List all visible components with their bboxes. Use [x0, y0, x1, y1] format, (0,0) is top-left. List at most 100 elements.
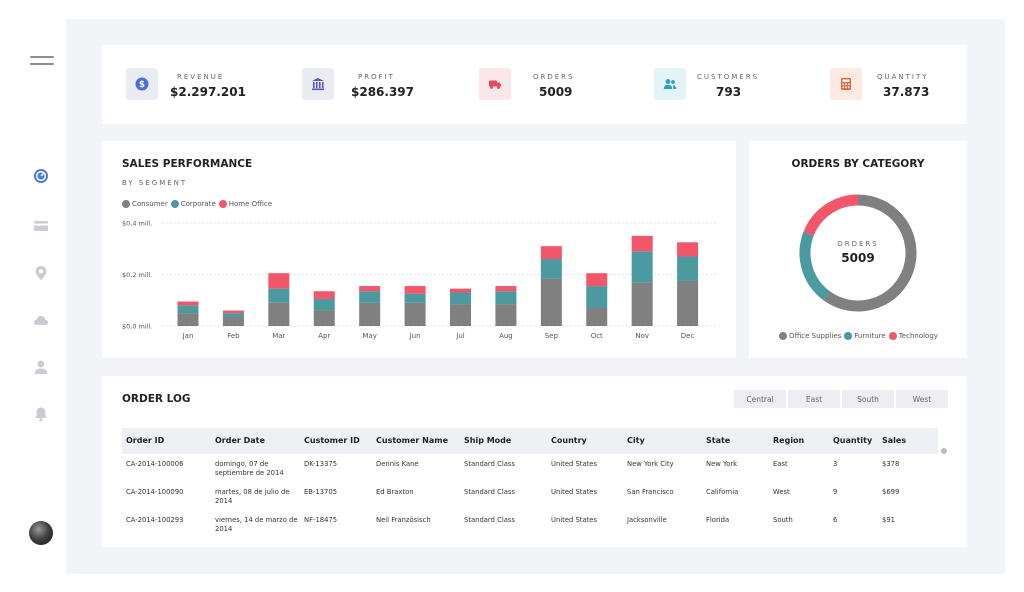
legend-item-office-supplies[interactable]: Office Supplies — [779, 332, 841, 340]
legend-item-technology[interactable]: Technology — [888, 332, 938, 340]
truck-icon — [479, 68, 511, 100]
bar-dec-corporate[interactable] — [677, 256, 699, 281]
orders-by-category-card: ORDERS BY CATEGORY ORDERS 5009 Office Sup… — [749, 141, 967, 358]
bar-aug-consumer[interactable] — [495, 304, 517, 326]
table-row[interactable]: CA-2014-100090 martes, 08 de julio de 201… — [122, 482, 938, 510]
dashboard-icon[interactable] — [33, 168, 49, 184]
table-cell: Jacksonville — [627, 516, 667, 524]
bar-mar-consumer[interactable] — [268, 302, 290, 326]
bar-feb-corporate[interactable] — [222, 313, 244, 317]
bar-oct-consumer[interactable] — [586, 307, 608, 326]
avatar[interactable] — [29, 521, 53, 545]
bar-jun-home-office[interactable] — [404, 286, 426, 294]
kpi-revenue: $ REVENUE $2.297.201 — [126, 68, 266, 102]
donut-slice-office-supplies[interactable] — [823, 194, 917, 312]
column-header-customer-name[interactable]: Customer Name — [376, 436, 448, 445]
bar-nov-consumer[interactable] — [631, 282, 653, 326]
legend-item-consumer[interactable]: Consumer — [122, 200, 168, 208]
bar-sep-corporate[interactable] — [540, 259, 562, 279]
bar-nov-corporate[interactable] — [631, 251, 653, 283]
menu-icon[interactable] — [30, 55, 54, 67]
table-cell: $699 — [882, 488, 900, 496]
bar-jun-consumer[interactable] — [404, 302, 426, 326]
table-cell: CA-2014-100090 — [126, 488, 184, 496]
region-filter: Central East South West — [734, 390, 950, 408]
bar-jul-home-office[interactable] — [450, 288, 471, 293]
legend-dot — [779, 332, 787, 340]
bar-jan-corporate[interactable] — [177, 305, 199, 314]
bar-may-consumer[interactable] — [359, 302, 381, 326]
kpi-label: CUSTOMERS — [697, 73, 760, 81]
column-header-order-id[interactable]: Order ID — [126, 436, 165, 445]
column-header-customer-id[interactable]: Customer ID — [304, 436, 360, 445]
region-tab-central[interactable]: Central — [734, 390, 786, 408]
bar-jul-corporate[interactable] — [450, 292, 471, 305]
column-header-quantity[interactable]: Quantity — [833, 436, 873, 445]
cloud-icon[interactable] — [33, 312, 49, 328]
table-cell: CA-2014-100006 — [126, 460, 184, 468]
bar-nov-home-office[interactable] — [631, 235, 653, 252]
donut-slice-technology[interactable] — [803, 194, 859, 236]
column-header-sales[interactable]: Sales — [882, 436, 907, 445]
table-cell: Standard Class — [464, 460, 515, 468]
x-tick-label: Dec — [681, 332, 695, 340]
bar-feb-home-office[interactable] — [222, 310, 244, 314]
bar-apr-corporate[interactable] — [313, 298, 335, 311]
bell-icon[interactable] — [33, 406, 49, 422]
bar-dec-consumer[interactable] — [677, 280, 699, 326]
table-row[interactable]: CA-2014-100006 domingo, 07 de septiembre … — [122, 454, 938, 482]
column-header-country[interactable]: Country — [551, 436, 587, 445]
donut-slice-furniture[interactable] — [799, 231, 831, 301]
bar-oct-home-office[interactable] — [586, 273, 608, 287]
legend-label: Corporate — [180, 200, 216, 208]
column-header-state[interactable]: State — [706, 436, 731, 445]
column-header-ship-mode[interactable]: Ship Mode — [464, 436, 512, 445]
bar-apr-consumer[interactable] — [313, 310, 335, 326]
y-tick-label: $0,0 mill. — [122, 323, 152, 331]
bar-aug-home-office[interactable] — [495, 286, 517, 292]
bar-aug-corporate[interactable] — [495, 291, 517, 305]
bar-apr-home-office[interactable] — [313, 291, 335, 299]
bar-mar-corporate[interactable] — [268, 288, 290, 303]
category-donut-chart: ORDERS 5009 — [799, 194, 917, 312]
table-scrollbar[interactable] — [941, 448, 947, 454]
table-cell: United States — [551, 460, 598, 468]
legend-dot — [122, 200, 130, 208]
bar-dec-home-office[interactable] — [677, 242, 699, 257]
bar-feb-consumer[interactable] — [222, 316, 244, 326]
bar-sep-consumer[interactable] — [540, 278, 562, 326]
bar-oct-corporate[interactable] — [586, 286, 608, 308]
column-header-city[interactable]: City — [627, 436, 645, 445]
x-tick-label: Jan — [182, 332, 194, 340]
table-header: Order ID Order Date Customer ID Customer Na… — [122, 428, 938, 454]
bar-jan-home-office[interactable] — [177, 301, 199, 306]
kpi-label: PROFIT — [358, 73, 395, 81]
table-cell: New York — [706, 460, 738, 468]
bar-jun-corporate[interactable] — [404, 293, 426, 303]
legend-item-corporate[interactable]: Corporate — [170, 200, 216, 208]
region-tab-east[interactable]: East — [788, 390, 840, 408]
legend-item-furniture[interactable]: Furniture — [844, 332, 886, 340]
bar-mar-home-office[interactable] — [268, 273, 290, 289]
x-tick-label: Feb — [227, 332, 240, 340]
region-tab-south[interactable]: South — [842, 390, 894, 408]
table-cell: NF-18475 — [304, 516, 338, 524]
bar-may-corporate[interactable] — [359, 291, 381, 303]
legend-item-home-office[interactable]: Home Office — [218, 200, 272, 208]
region-tab-west[interactable]: West — [896, 390, 948, 408]
sales-legend: Consumer Corporate Home Office — [122, 200, 275, 208]
column-header-order-date[interactable]: Order Date — [215, 436, 265, 445]
bar-jul-consumer[interactable] — [450, 304, 471, 326]
table-cell: EB-13705 — [304, 488, 338, 496]
table-row[interactable]: CA-2014-100293 viernes, 14 de marzo de 20… — [122, 510, 938, 538]
bar-jan-consumer[interactable] — [177, 313, 199, 326]
bar-may-home-office[interactable] — [359, 286, 381, 292]
y-tick-label: $0,4 mill. — [122, 220, 152, 228]
column-header-region[interactable]: Region — [773, 436, 805, 445]
bar-sep-home-office[interactable] — [540, 246, 562, 260]
legend-dot — [844, 332, 853, 340]
user-icon[interactable] — [33, 359, 49, 375]
card-icon[interactable] — [33, 218, 49, 234]
legend-label: Consumer — [132, 200, 168, 208]
location-icon[interactable] — [33, 265, 49, 281]
